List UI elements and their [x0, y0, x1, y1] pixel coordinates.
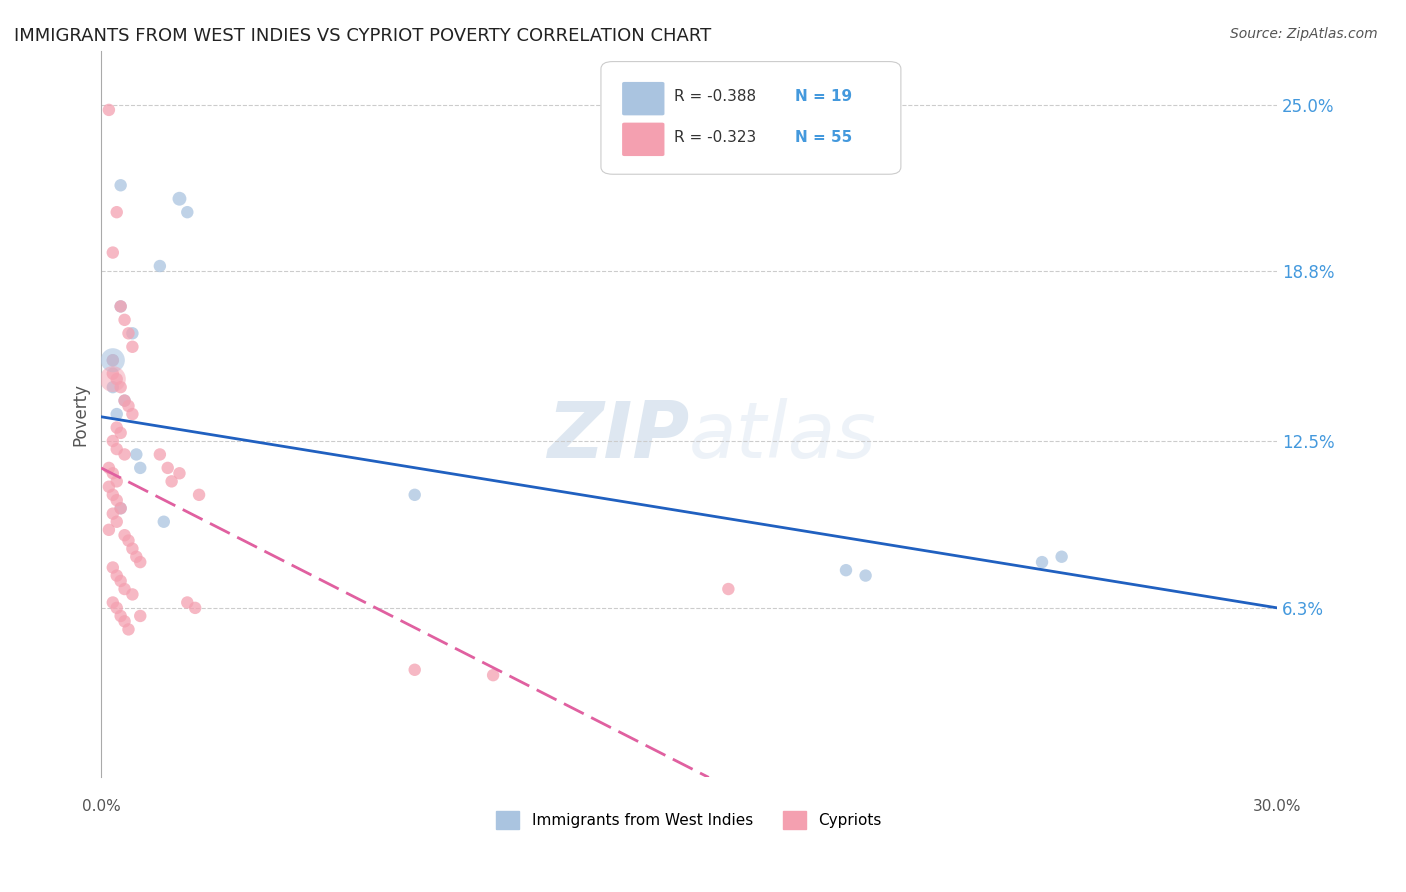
Point	[152, 515, 174, 529]
Point	[1031, 555, 1053, 569]
Point	[105, 420, 128, 434]
Point	[110, 501, 132, 516]
Point	[114, 393, 136, 408]
Point	[176, 205, 198, 219]
Text: N = 55: N = 55	[794, 129, 852, 145]
FancyBboxPatch shape	[621, 82, 665, 115]
Point	[110, 299, 132, 313]
Point	[169, 192, 191, 206]
Point	[125, 447, 148, 461]
Text: IMMIGRANTS FROM WEST INDIES VS CYPRIOT POVERTY CORRELATION CHART: IMMIGRANTS FROM WEST INDIES VS CYPRIOT P…	[14, 27, 711, 45]
Point	[110, 501, 132, 516]
Point	[156, 461, 179, 475]
Point	[110, 609, 132, 624]
Point	[121, 407, 143, 421]
Point	[149, 259, 172, 273]
Point	[404, 488, 426, 502]
Point	[121, 541, 143, 556]
FancyBboxPatch shape	[600, 62, 901, 174]
Point	[129, 555, 152, 569]
Point	[482, 668, 505, 682]
Point	[117, 533, 139, 548]
Point	[105, 515, 128, 529]
Point	[101, 245, 124, 260]
Point	[717, 582, 740, 596]
Point	[169, 467, 191, 481]
Text: R = -0.323: R = -0.323	[673, 129, 756, 145]
Point	[121, 340, 143, 354]
Point	[184, 600, 207, 615]
Point	[114, 582, 136, 596]
Point	[101, 353, 124, 368]
Y-axis label: Poverty: Poverty	[72, 383, 89, 446]
Point	[404, 663, 426, 677]
Point	[110, 178, 132, 193]
Point	[97, 480, 120, 494]
Point	[110, 425, 132, 440]
Point	[114, 313, 136, 327]
Point	[101, 380, 124, 394]
Point	[129, 609, 152, 624]
Text: 30.0%: 30.0%	[1253, 799, 1302, 814]
Point	[125, 549, 148, 564]
Point	[105, 475, 128, 489]
Point	[105, 407, 128, 421]
Point	[97, 523, 120, 537]
Point	[101, 353, 124, 368]
Text: ZIP: ZIP	[547, 398, 689, 474]
Text: 0.0%: 0.0%	[82, 799, 121, 814]
Point	[101, 367, 124, 381]
Point	[117, 326, 139, 341]
Point	[101, 595, 124, 609]
Point	[121, 587, 143, 601]
Point	[855, 568, 877, 582]
Point	[105, 568, 128, 582]
Point	[101, 467, 124, 481]
Point	[114, 615, 136, 629]
Point	[110, 574, 132, 588]
Point	[117, 623, 139, 637]
Point	[121, 326, 143, 341]
Point	[129, 461, 152, 475]
Text: Source: ZipAtlas.com: Source: ZipAtlas.com	[1230, 27, 1378, 41]
Text: R = -0.388: R = -0.388	[673, 89, 756, 104]
Point	[1050, 549, 1073, 564]
Point	[114, 393, 136, 408]
Point	[160, 475, 183, 489]
Point	[188, 488, 211, 502]
Point	[101, 434, 124, 448]
Point	[105, 442, 128, 456]
FancyBboxPatch shape	[621, 122, 665, 156]
Text: atlas: atlas	[689, 398, 877, 474]
Point	[101, 372, 124, 386]
Legend: Immigrants from West Indies, Cypriots: Immigrants from West Indies, Cypriots	[491, 805, 889, 836]
Point	[110, 299, 132, 313]
Text: N = 19: N = 19	[794, 89, 852, 104]
Point	[835, 563, 858, 577]
Point	[101, 353, 124, 368]
Point	[97, 103, 120, 117]
Point	[176, 595, 198, 609]
Point	[114, 447, 136, 461]
Point	[117, 399, 139, 413]
Point	[149, 447, 172, 461]
Point	[97, 461, 120, 475]
Point	[105, 372, 128, 386]
Point	[114, 528, 136, 542]
Point	[105, 600, 128, 615]
Point	[105, 205, 128, 219]
Point	[101, 507, 124, 521]
Point	[105, 493, 128, 508]
Point	[101, 488, 124, 502]
Point	[110, 380, 132, 394]
Point	[101, 560, 124, 574]
